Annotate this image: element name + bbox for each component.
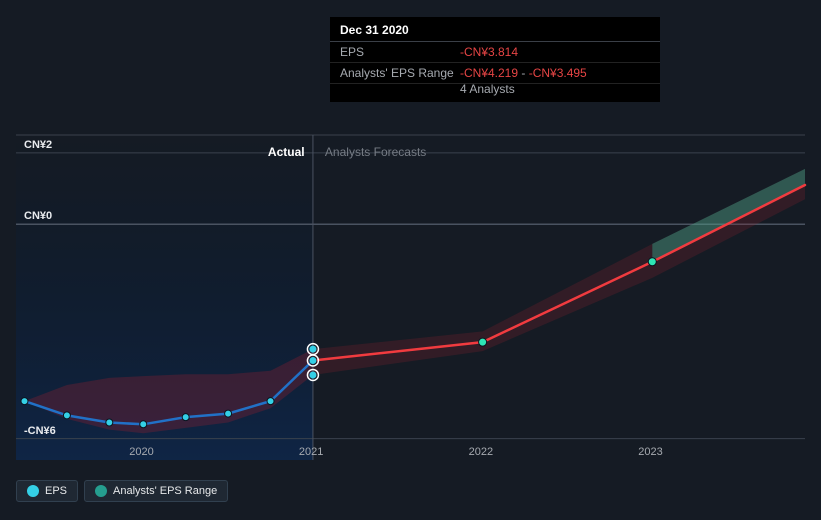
chart-tooltip: Dec 31 2020 EPS -CN¥3.814 Analysts' EPS … [330,17,660,102]
region-label-actual: Actual [268,145,305,159]
y-tick-label: CN¥0 [24,210,52,222]
chart-legend: EPS Analysts' EPS Range [16,480,228,502]
tooltip-value: -CN¥3.814 [460,45,518,59]
y-tick-label: CN¥2 [24,139,52,151]
tooltip-label: EPS [340,45,460,59]
legend-label: EPS [45,485,67,497]
legend-item[interactable]: EPS [16,480,78,502]
tooltip-row-eps: EPS -CN¥3.814 [330,42,660,63]
x-tick-label: 2023 [638,446,662,458]
tooltip-analyst-count: 4 Analysts [330,82,660,102]
tooltip-range-sep: - [518,66,529,80]
tooltip-range-low: -CN¥4.219 [460,66,518,80]
legend-label: Analysts' EPS Range [113,485,217,497]
y-tick-label: -CN¥6 [24,425,56,437]
tooltip-range-high: -CN¥3.495 [529,66,587,80]
x-tick-label: 2022 [469,446,493,458]
eps-chart: CN¥2 CN¥0 -CN¥6 2020 2021 2022 2023 Actual An… [0,0,821,520]
tooltip-label: Analysts' EPS Range [340,66,460,80]
legend-swatch [95,485,107,497]
tooltip-title: Dec 31 2020 [330,17,660,42]
x-tick-label: 2020 [129,446,153,458]
x-tick-label: 2021 [299,446,323,458]
legend-item[interactable]: Analysts' EPS Range [84,480,228,502]
legend-swatch [27,485,39,497]
tooltip-row-range: Analysts' EPS Range -CN¥4.219 - -CN¥3.49… [330,63,660,84]
region-label-forecast: Analysts Forecasts [325,145,426,159]
